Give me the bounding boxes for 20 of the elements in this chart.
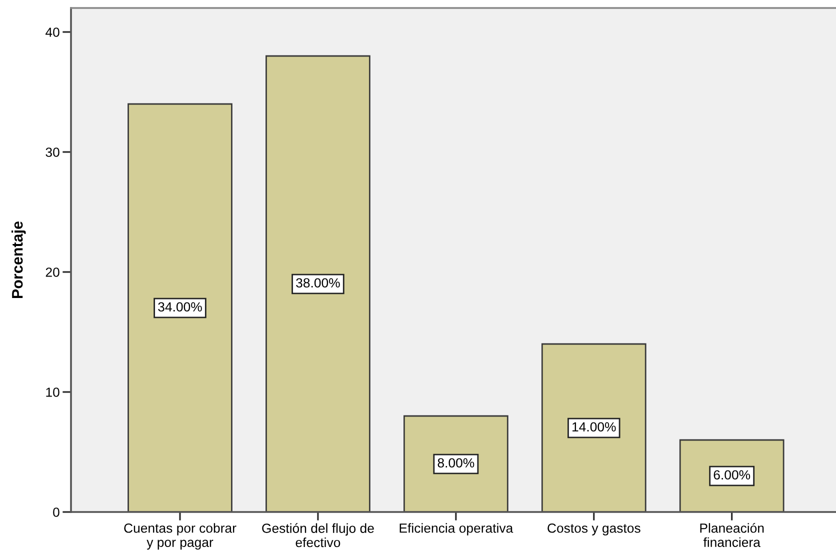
bar bbox=[128, 103, 232, 512]
x-tick-label: Planeación financiera bbox=[700, 522, 764, 548]
data-label: 34.00% bbox=[158, 302, 202, 312]
x-tick-label: Gestión del flujo de efectivo bbox=[262, 523, 374, 548]
data-label: 38.00% bbox=[296, 278, 340, 288]
bar bbox=[403, 415, 508, 512]
y-tick-label: 0 bbox=[53, 508, 60, 517]
y-axis-title: Porcentaje bbox=[12, 221, 26, 298]
data-label: 6.00% bbox=[714, 470, 750, 480]
data-label: 8.00% bbox=[438, 458, 474, 468]
y-tick-label: 20 bbox=[46, 268, 60, 277]
x-tick-label: Cuentas por cobrar y por pagar bbox=[124, 523, 236, 550]
data-label: 14.00% bbox=[572, 422, 616, 432]
x-tick-label: Costos y gastos bbox=[548, 523, 640, 536]
x-tick-label: Eficiencia operativa bbox=[400, 523, 514, 536]
bar bbox=[541, 343, 646, 512]
y-tick-label: 10 bbox=[46, 388, 60, 397]
y-tick-label: 40 bbox=[46, 28, 60, 37]
bar bbox=[266, 55, 370, 512]
y-tick-label: 30 bbox=[46, 148, 60, 157]
